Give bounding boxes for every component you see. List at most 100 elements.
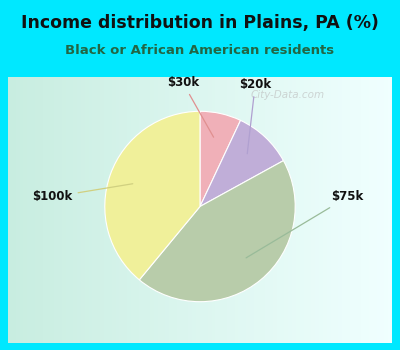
- Text: $75k: $75k: [246, 190, 364, 258]
- Bar: [384, 77, 388, 343]
- Bar: [254, 77, 258, 343]
- Bar: [23, 77, 27, 343]
- Bar: [46, 77, 50, 343]
- Bar: [388, 77, 392, 343]
- Bar: [227, 77, 231, 343]
- Bar: [284, 77, 288, 343]
- Bar: [234, 77, 238, 343]
- Bar: [188, 77, 192, 343]
- Bar: [346, 77, 350, 343]
- Bar: [215, 77, 219, 343]
- Text: Black or African American residents: Black or African American residents: [66, 44, 334, 57]
- Text: City-Data.com: City-Data.com: [251, 90, 325, 99]
- Text: $30k: $30k: [167, 76, 214, 137]
- Bar: [200, 77, 204, 343]
- Bar: [354, 77, 358, 343]
- Bar: [150, 77, 154, 343]
- Bar: [246, 77, 250, 343]
- Bar: [181, 77, 185, 343]
- Bar: [119, 77, 123, 343]
- Bar: [116, 77, 119, 343]
- Bar: [166, 77, 169, 343]
- Bar: [31, 77, 35, 343]
- Bar: [158, 77, 162, 343]
- Bar: [50, 77, 54, 343]
- Bar: [319, 77, 323, 343]
- Bar: [54, 77, 58, 343]
- Bar: [373, 77, 377, 343]
- Bar: [162, 77, 166, 343]
- Bar: [70, 77, 73, 343]
- Wedge shape: [139, 161, 295, 302]
- Bar: [39, 77, 42, 343]
- Bar: [66, 77, 70, 343]
- Bar: [154, 77, 158, 343]
- Bar: [27, 77, 31, 343]
- Bar: [250, 77, 254, 343]
- Bar: [258, 77, 262, 343]
- Bar: [238, 77, 242, 343]
- Bar: [350, 77, 354, 343]
- Bar: [142, 77, 146, 343]
- Bar: [369, 77, 373, 343]
- Bar: [73, 77, 77, 343]
- Bar: [273, 77, 277, 343]
- Bar: [173, 77, 177, 343]
- Bar: [323, 77, 327, 343]
- Bar: [131, 77, 135, 343]
- Bar: [112, 77, 116, 343]
- Bar: [135, 77, 138, 343]
- Bar: [327, 77, 330, 343]
- Bar: [315, 77, 319, 343]
- Bar: [192, 77, 196, 343]
- Bar: [338, 77, 342, 343]
- Bar: [380, 77, 384, 343]
- Bar: [77, 77, 81, 343]
- Bar: [231, 77, 234, 343]
- Bar: [269, 77, 273, 343]
- Bar: [330, 77, 334, 343]
- Bar: [277, 77, 281, 343]
- Wedge shape: [105, 111, 200, 280]
- Bar: [361, 77, 365, 343]
- Bar: [185, 77, 188, 343]
- Bar: [281, 77, 284, 343]
- Bar: [20, 77, 23, 343]
- Bar: [377, 77, 380, 343]
- Bar: [242, 77, 246, 343]
- Bar: [123, 77, 127, 343]
- Bar: [85, 77, 89, 343]
- Wedge shape: [200, 120, 284, 206]
- Bar: [196, 77, 200, 343]
- Bar: [365, 77, 369, 343]
- Bar: [288, 77, 292, 343]
- Bar: [311, 77, 315, 343]
- Bar: [58, 77, 62, 343]
- Bar: [108, 77, 112, 343]
- Bar: [308, 77, 311, 343]
- Bar: [146, 77, 150, 343]
- Bar: [304, 77, 308, 343]
- Bar: [208, 77, 212, 343]
- Bar: [223, 77, 227, 343]
- Text: $100k: $100k: [32, 184, 133, 203]
- Bar: [35, 77, 39, 343]
- Bar: [169, 77, 173, 343]
- Bar: [138, 77, 142, 343]
- Bar: [81, 77, 85, 343]
- Wedge shape: [200, 111, 240, 206]
- Bar: [300, 77, 304, 343]
- Bar: [358, 77, 361, 343]
- Text: $20k: $20k: [239, 78, 271, 154]
- Bar: [96, 77, 100, 343]
- Bar: [296, 77, 300, 343]
- Bar: [219, 77, 223, 343]
- Bar: [204, 77, 208, 343]
- Text: Income distribution in Plains, PA (%): Income distribution in Plains, PA (%): [21, 14, 379, 32]
- Bar: [92, 77, 96, 343]
- Bar: [89, 77, 92, 343]
- Bar: [262, 77, 265, 343]
- Bar: [212, 77, 215, 343]
- Bar: [100, 77, 104, 343]
- Bar: [16, 77, 20, 343]
